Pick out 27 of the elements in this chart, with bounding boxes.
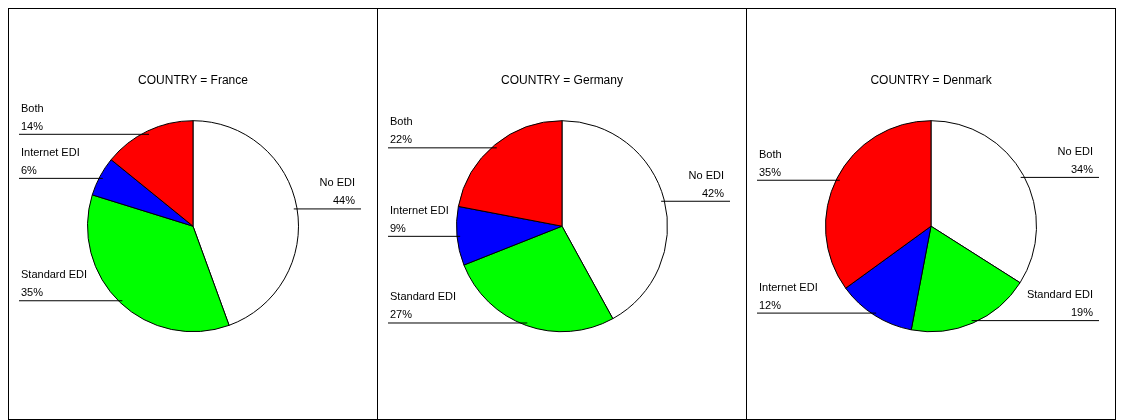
- data-label: 14%: [21, 119, 44, 132]
- chart-title: COUNTRY = Germany: [501, 72, 623, 87]
- slice-label: No EDI: [319, 176, 355, 189]
- data-label: 9%: [390, 221, 407, 234]
- slice-label: Standard EDI: [21, 268, 88, 281]
- chart-title: COUNTRY = Denmark: [870, 72, 993, 87]
- slice-label: Standard EDI: [1026, 288, 1093, 301]
- data-label: 22%: [390, 133, 413, 146]
- data-label: 27%: [390, 308, 413, 321]
- slice-label: No EDI: [688, 168, 724, 181]
- data-label: 44%: [332, 194, 356, 207]
- data-label: 12%: [759, 298, 782, 311]
- slice-label: Both: [390, 115, 413, 128]
- data-label: 34%: [1070, 162, 1094, 175]
- slice-label: Both: [759, 147, 782, 160]
- chart-title: COUNTRY = France: [138, 72, 249, 87]
- data-label: 35%: [21, 286, 44, 299]
- slice-label: Internet EDI: [759, 280, 818, 293]
- data-label: 6%: [21, 163, 38, 176]
- slice-label: Both: [21, 101, 44, 114]
- data-label: 19%: [1070, 306, 1094, 319]
- slice-label: No EDI: [1057, 144, 1093, 157]
- data-label: 35%: [759, 165, 782, 178]
- slice-label: Standard EDI: [390, 290, 457, 303]
- slice-label: Internet EDI: [21, 145, 80, 158]
- data-label: 42%: [701, 186, 725, 199]
- slice-label: Internet EDI: [390, 203, 449, 216]
